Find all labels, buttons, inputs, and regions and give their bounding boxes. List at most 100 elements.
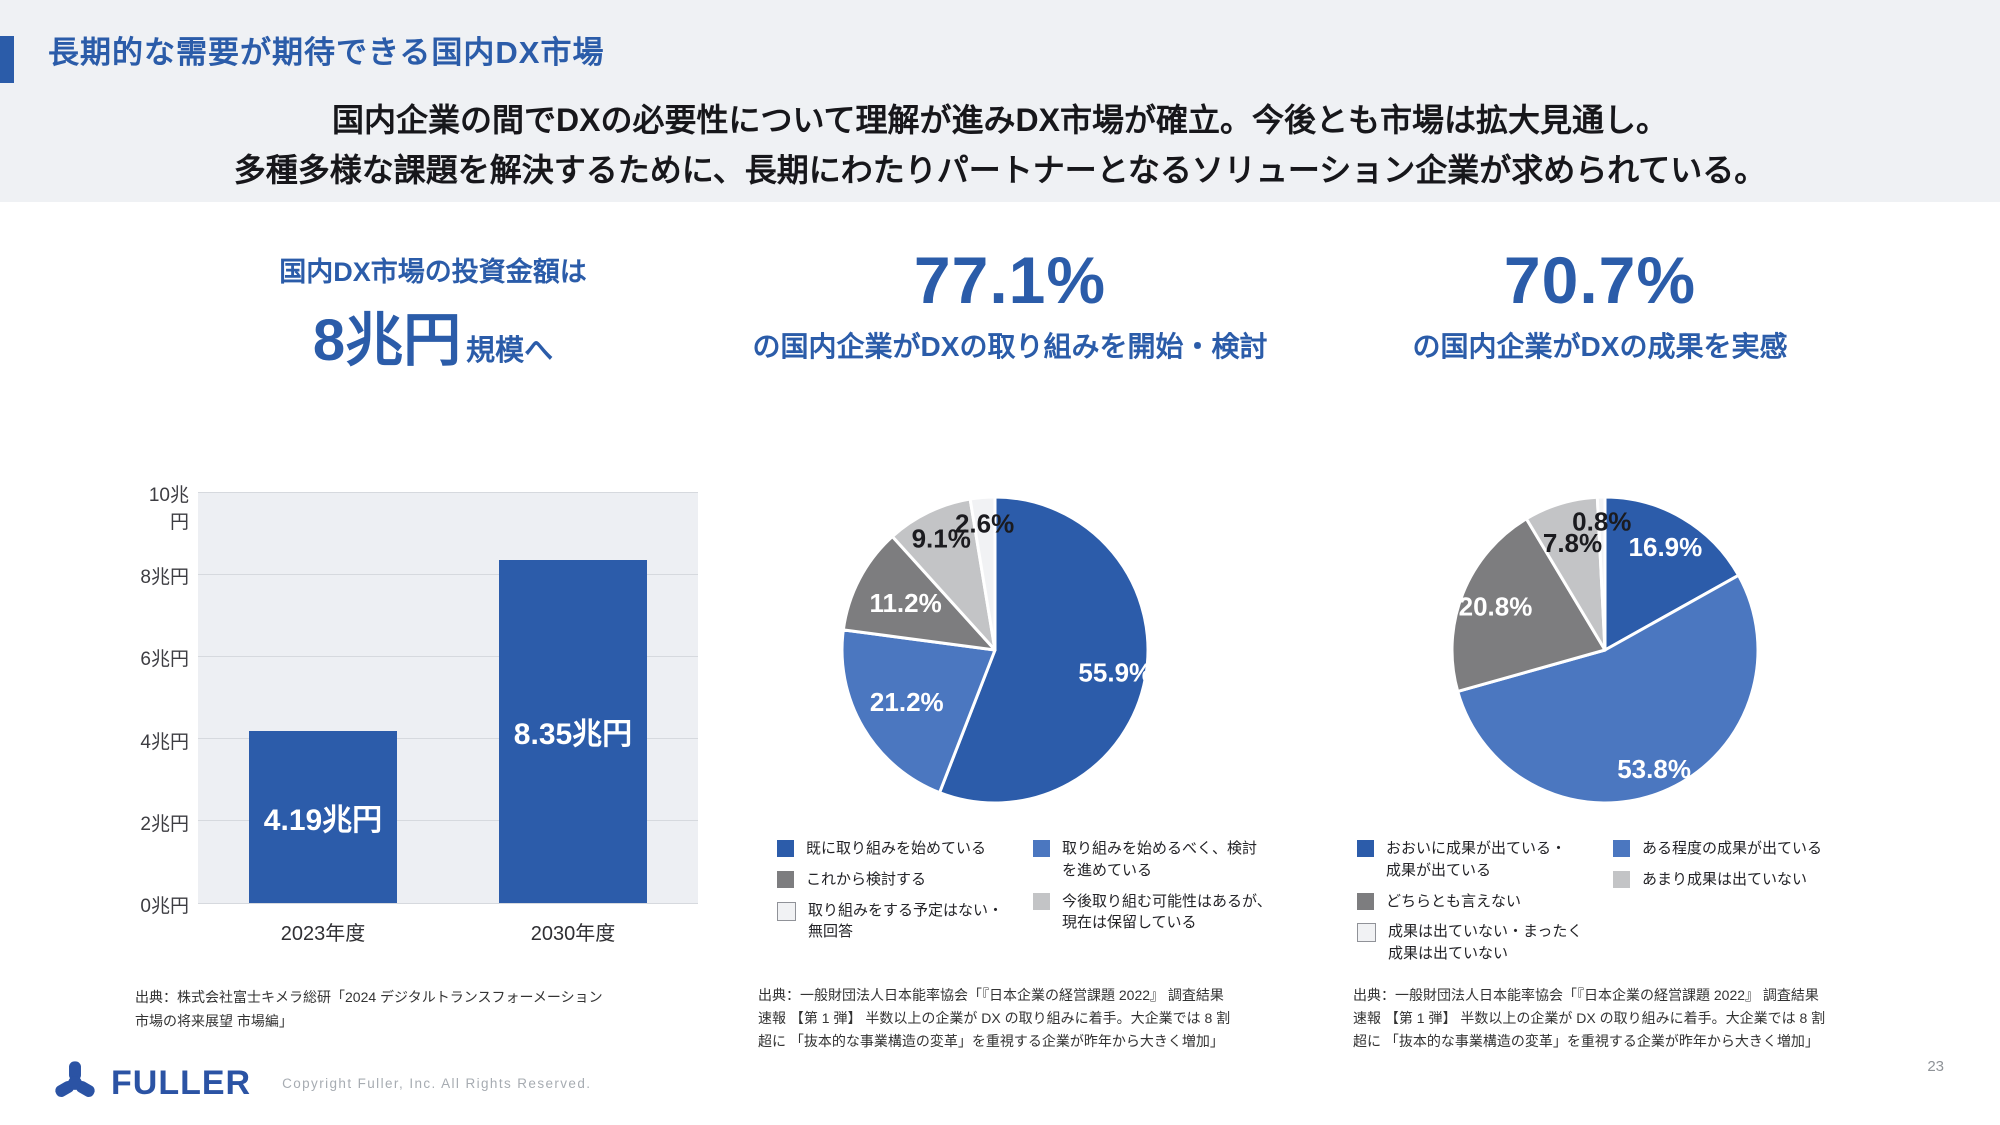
results-stat-value: 70.7% (1503, 243, 1697, 317)
market-heading-figure-row: 8兆円 規模へ (133, 293, 733, 377)
adoption-stat-block: 77.1% の国内企業がDXの取り組みを開始・検討 (730, 243, 1290, 365)
bar-chart-dx-market: 4.19兆円 8.35兆円 0兆円 2兆円 4兆円 6兆円 8兆円 10兆円 2023年度 20… (133, 478, 733, 958)
pie-slice-label: 0.8% (1572, 507, 1631, 537)
legend-column: ある程度の成果が出ている あまり成果は出ていない (1613, 838, 1863, 965)
page-title: 長期的な需要が期待できる国内DX市場 (48, 35, 605, 70)
legend-label: ある程度の成果が出ている (1642, 840, 1823, 857)
results-stat-block: 70.7% の国内企業がDXの成果を実感 (1320, 243, 1880, 365)
legend-swatch (777, 840, 794, 857)
legend-results: おおいに成果が出ている・ 成果が出ているどちらとも言えない成果は出ていない・まっ… (1357, 838, 1863, 965)
y-axis-tick: 10兆円 (148, 485, 189, 533)
y-axis-tick: 2兆円 (140, 813, 189, 835)
legend-label: 取り組みを始めるべく、検討 を進めている (1062, 840, 1258, 879)
legend-item: どちらとも言えない (1357, 891, 1607, 913)
fuller-logo-icon (55, 1061, 95, 1097)
bar-2030年度: 8.35兆円 (499, 559, 647, 903)
legend-swatch (777, 901, 796, 921)
pie-slice-label: 20.8% (1459, 592, 1533, 622)
legend-label: 今後取り組む可能性はあるが、 現在は保留している (1062, 892, 1272, 932)
pie-chart-adoption: 55.9% 21.2% 11.2% 9.1%2.6% (840, 495, 1152, 805)
gridline (198, 655, 698, 657)
adoption-stat-value: 77.1% (913, 243, 1107, 317)
legend-item: 今後取り組む可能性はあるが、 現在は保留している (1033, 891, 1283, 935)
bar-plot-area: 4.19兆円 8.35兆円 (198, 491, 698, 904)
legend-swatch (1357, 923, 1376, 943)
header-band: 長期的な需要が期待できる国内DX市場 国内企業の間でDXの必要性について理解が進… (0, 0, 2000, 202)
bar-2023年度: 4.19兆円 (249, 730, 397, 903)
legend-label: おおいに成果が出ている・ 成果が出ている (1386, 840, 1567, 879)
pie-slice (840, 628, 997, 795)
market-heading-suffix: 規模へ (466, 335, 554, 367)
y-axis-tick: 6兆円 (140, 649, 189, 671)
bar-value-label: 8.35兆円 (513, 718, 633, 752)
pie-slice (1456, 573, 1760, 805)
gridline (198, 738, 698, 740)
gridline (198, 491, 698, 493)
pie-slice (968, 495, 997, 652)
legend-label: 取り組みをする予定はない・ 無回答 (808, 901, 1004, 941)
legend-swatch (1033, 892, 1050, 910)
source-note-adoption: 出典：一般財団法人日本能率協会「『日本企業の経営課題 2022』 調査結果 速報… (758, 987, 1231, 1050)
market-heading-figure: 8兆円 (312, 308, 462, 373)
source-note-market: 出典：株式会社富士キメラ総研「2024 デジタルトランスフォーメーション 市場の… (135, 989, 603, 1029)
legend-label: 既に取り組みを始めている (806, 840, 987, 857)
bar-value-label: 4.19兆円 (263, 803, 383, 837)
pie-slice-label: 9.1% (912, 523, 971, 553)
y-axis-tick: 0兆円 (140, 896, 189, 917)
pie-slice-label: 21.2% (870, 687, 944, 717)
market-size-heading: 国内DX市場の投資金額は 8兆円 規模へ (133, 250, 733, 377)
page-number: 23 (1927, 1058, 1944, 1075)
legend-column: 既に取り組みを始めているこれから検討する取り組みをする予定はない・ 無回答 (777, 838, 1027, 943)
pie-slice (890, 497, 997, 652)
title-accent-bar (0, 36, 14, 83)
legend-item: 取り組みを始めるべく、検討 を進めている (1033, 838, 1283, 882)
legend-item: あまり成果は出ていない (1613, 869, 1863, 891)
results-stat-caption: の国内企業がDXの成果を実感 (1412, 331, 1788, 363)
legend-swatch (1613, 870, 1630, 888)
y-axis-tick: 8兆円 (140, 567, 189, 589)
pie-slice (1450, 517, 1607, 693)
legend-label: 成果は出ていない・まったく 成果は出ていない (1388, 923, 1583, 962)
legend-item: おおいに成果が出ている・ 成果が出ている (1357, 838, 1607, 882)
pie-slice-label: 55.9% (1078, 658, 1152, 688)
legend-swatch (1033, 840, 1050, 857)
slide-subtitle: 国内企業の間でDXの必要性について理解が進みDX市場が確立。今後とも市場は拡大見… (233, 102, 1767, 188)
gridline (198, 902, 698, 904)
pie-slice-label: 7.8% (1543, 528, 1602, 558)
gridline (198, 573, 698, 575)
pie-chart-results: 16.9% 53.8% 20.8% 7.8%0.8% (1450, 495, 1760, 805)
fuller-logo-text: FULLER (111, 1063, 252, 1102)
footer-logo: FULLER Copyright Fuller, Inc. All Rights… (52, 1056, 591, 1110)
adoption-stat-caption: の国内企業がDXの取り組みを開始・検討 (752, 331, 1268, 363)
legend-item: 取り組みをする予定はない・ 無回答 (777, 900, 1027, 944)
legend-swatch (1357, 840, 1374, 857)
legend-adoption: 既に取り組みを始めている これから検討する 取り組みをする予定はない・ 無回答 取り組… (777, 838, 1283, 943)
x-axis-label: 2030年度 (530, 923, 616, 945)
pie-slice-label: 2.6% (955, 508, 1014, 538)
legend-item: 既に取り組みを始めている (777, 838, 1027, 860)
source-note-results: 出典：一般財団法人日本能率協会「『日本企業の経営課題 2022』 調査結果 速報… (1353, 987, 1826, 1050)
market-heading-text: 国内DX市場の投資金額は (279, 257, 587, 287)
legend-label: どちらとも言えない (1386, 892, 1522, 910)
pie-slice (1603, 495, 1741, 652)
pie-slice (938, 495, 1150, 805)
legend-swatch (777, 870, 794, 888)
x-axis-label: 2023年度 (280, 923, 366, 945)
legend-swatch (1357, 892, 1374, 910)
legend-column: 取り組みを始めるべく、検討 を進めている 今後取り組む可能性はあるが、 現在は保留… (1033, 838, 1283, 943)
legend-item: ある程度の成果が出ている (1613, 838, 1863, 860)
pie-slice-label: 53.8% (1617, 754, 1691, 784)
pie-slice (841, 535, 997, 652)
legend-item: 成果は出ていない・まったく 成果は出ていない (1357, 921, 1607, 965)
copyright-text: Copyright Fuller, Inc. All Rights Reserv… (282, 1075, 592, 1091)
legend-column: おおいに成果が出ている・ 成果が出ているどちらとも言えない成果は出ていない・まっ… (1357, 838, 1607, 965)
legend-label: あまり成果は出ていない (1642, 870, 1808, 888)
y-axis-tick: 4兆円 (140, 731, 189, 753)
gridline (198, 820, 698, 822)
legend-item: これから検討する (777, 869, 1027, 891)
pie-slice-label: 11.2% (869, 588, 941, 618)
legend-swatch (1613, 840, 1630, 857)
pie-slice-label: 16.9% (1629, 532, 1703, 562)
pie-slice (1595, 495, 1607, 652)
